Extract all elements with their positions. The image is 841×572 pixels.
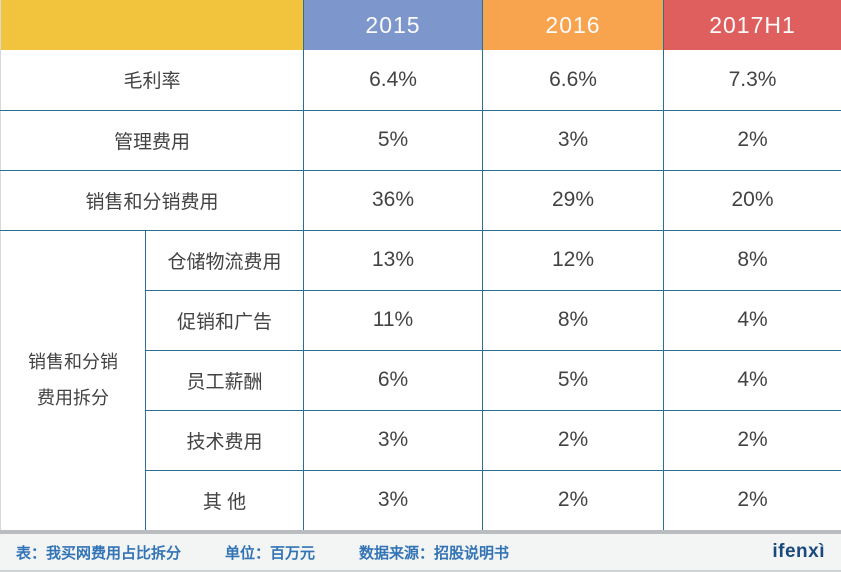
footer-divider-bar — [0, 530, 841, 534]
row-label: 销售和分销费用 — [0, 169, 304, 230]
cell-value: 6% — [303, 349, 483, 410]
cell-value: 6.4% — [303, 50, 483, 110]
footer-note-source: 数据来源：招股说明书 — [359, 544, 510, 562]
group-label-line1: 销售和分销 — [28, 352, 118, 373]
row-label: 毛利率 — [0, 50, 304, 110]
header-2017h1: 2017H1 — [663, 0, 841, 50]
group-label-cell: 销售和分销 费用拆分 — [0, 229, 146, 530]
cell-value: 5% — [482, 349, 664, 410]
header-2016: 2016 — [482, 0, 664, 50]
row-sublabel: 仓储物流费用 — [145, 229, 304, 290]
cell-value: 6.6% — [482, 50, 664, 110]
footer-note-table: 表：我买网费用占比拆分 — [16, 544, 182, 562]
header-2015: 2015 — [303, 0, 483, 50]
cell-value: 8% — [663, 229, 841, 290]
cell-value: 2% — [663, 109, 841, 170]
row-label: 管理费用 — [0, 109, 304, 170]
table-row-gross-margin: 毛利率 6.4% 6.6% 7.3% — [0, 50, 841, 110]
table-row-promotion-advertising: 促销和广告 11% 8% 4% — [1, 289, 841, 350]
cell-value: 4% — [663, 289, 841, 350]
header-row: 2015 2016 2017H1 — [0, 0, 841, 50]
footer-notes: 表：我买网费用占比拆分 单位：百万元 数据来源：招股说明书 — [16, 542, 553, 563]
table-row-technology-expense: 技术费用 3% 2% 2% — [1, 409, 841, 470]
cell-value: 8% — [482, 289, 664, 350]
table-row-warehouse-logistics: 销售和分销 费用拆分 仓储物流费用 13% 12% 8% — [0, 229, 841, 530]
cell-value: 5% — [303, 109, 483, 170]
cell-value: 12% — [482, 229, 664, 290]
cell-value: 2% — [482, 409, 664, 470]
header-empty-cell — [0, 0, 304, 50]
row-sublabel: 技术费用 — [145, 409, 304, 470]
footer: 表：我买网费用占比拆分 单位：百万元 数据来源：招股说明书 ifenxì — [0, 534, 841, 572]
table-row-sales-distribution-expense: 销售和分销费用 36% 29% 20% — [0, 169, 841, 230]
footer-note-unit: 单位：百万元 — [225, 544, 316, 562]
table-row-employee-compensation: 员工薪酬 6% 5% 4% — [1, 349, 841, 410]
row-sublabel: 促销和广告 — [145, 289, 304, 350]
table-row-others: 其 他 3% 2% 2% — [1, 469, 841, 530]
expense-ratio-table: 2015 2016 2017H1 毛利率 6.4% 6.6% 7.3% 管理费用… — [0, 0, 841, 530]
table-row-admin-expense: 管理费用 5% 3% 2% — [0, 109, 841, 170]
cell-value: 2% — [663, 409, 841, 470]
cell-value: 2% — [482, 469, 664, 530]
row-sublabel: 其 他 — [145, 469, 304, 530]
cell-value: 2% — [663, 469, 841, 530]
cell-value: 3% — [303, 409, 483, 470]
cell-value: 13% — [303, 229, 483, 290]
row-sublabel: 员工薪酬 — [145, 349, 304, 410]
cell-value: 3% — [303, 469, 483, 530]
cell-value: 4% — [663, 349, 841, 410]
cell-value: 3% — [482, 109, 664, 170]
cell-value: 29% — [482, 169, 664, 230]
cell-value: 20% — [663, 169, 841, 230]
cell-value: 11% — [303, 289, 483, 350]
cell-value: 7.3% — [663, 50, 841, 110]
ifenxi-logo: ifenxì — [772, 541, 825, 562]
cell-value: 36% — [303, 169, 483, 230]
group-label-line2: 费用拆分 — [37, 388, 109, 409]
